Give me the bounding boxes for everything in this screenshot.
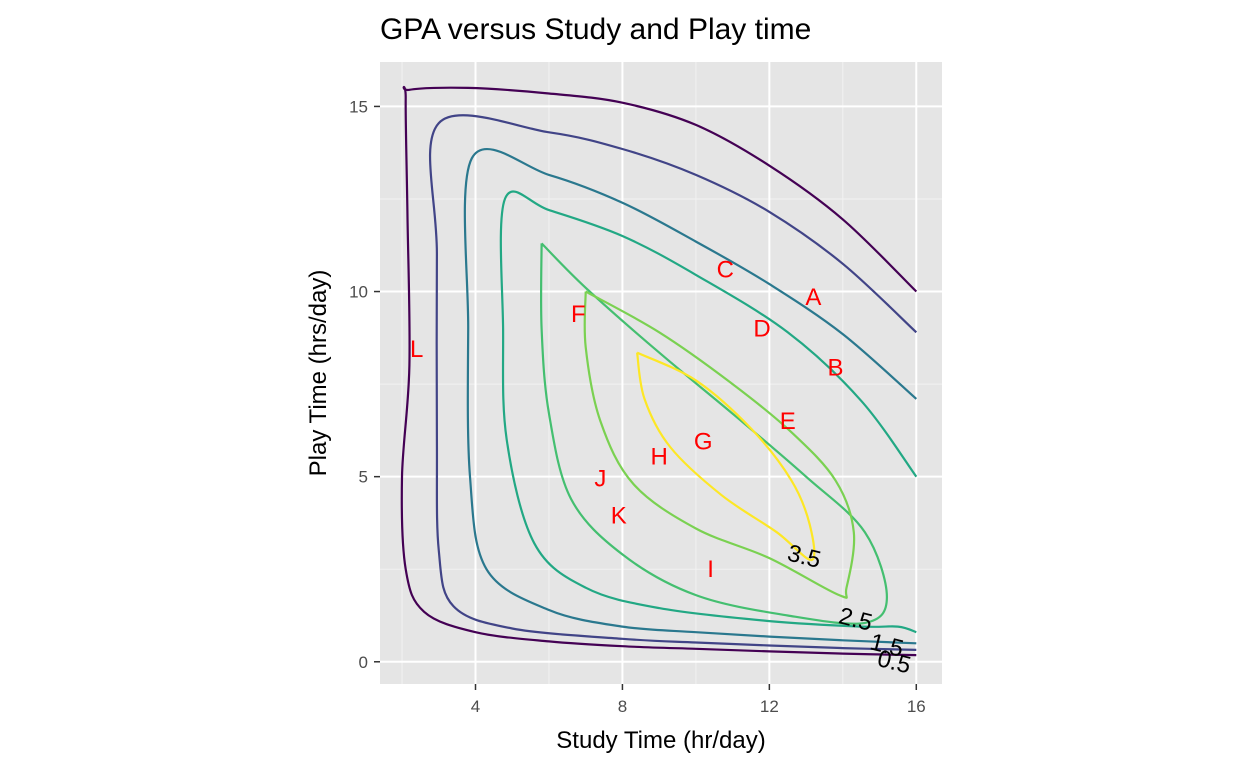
- contour-line-1-5: [463, 147, 918, 645]
- x-tick-label: 12: [760, 697, 779, 716]
- y-tick-label: 0: [359, 653, 368, 672]
- point-label-e: E: [780, 408, 796, 435]
- grid-minor: [380, 62, 942, 684]
- y-axis-title: Play Time (hrs/day): [305, 270, 332, 477]
- point-label-g: G: [694, 428, 713, 455]
- x-axis-title: Study Time (hr/day): [556, 727, 765, 754]
- y-tick-label: 10: [349, 283, 368, 302]
- contour-line-1: [428, 114, 918, 651]
- chart-title: GPA versus Study and Play time: [380, 13, 811, 46]
- contour-line-0-5: [400, 85, 918, 657]
- x-tick-label: 4: [471, 697, 480, 716]
- contour-line-3-5: [636, 351, 816, 562]
- point-label-d: D: [753, 316, 770, 343]
- point-label-l: L: [410, 336, 423, 363]
- contour-lines: [400, 85, 918, 657]
- contour-line-2: [499, 190, 918, 634]
- grid-major: [380, 62, 942, 684]
- point-label-f: F: [571, 301, 586, 328]
- point-labels: A B C D E F GH I JK L: [410, 256, 843, 583]
- point-label-k: K: [611, 503, 627, 530]
- plot-panel: [380, 62, 942, 684]
- x-tick-label: 8: [618, 697, 627, 716]
- point-label-h: H: [650, 443, 667, 470]
- y-tick-label: 15: [349, 97, 368, 116]
- point-label-c: C: [717, 256, 734, 283]
- y-axis: 0 5 10 15: [349, 97, 380, 672]
- point-label-i: I: [707, 556, 714, 583]
- point-label-j: J: [594, 466, 606, 493]
- y-tick-label: 5: [359, 468, 368, 487]
- x-axis: 4 8 12 16: [471, 684, 926, 716]
- point-label-b: B: [827, 354, 843, 381]
- x-tick-label: 16: [907, 697, 926, 716]
- contour-line-3: [583, 290, 856, 599]
- point-label-a: A: [805, 284, 821, 311]
